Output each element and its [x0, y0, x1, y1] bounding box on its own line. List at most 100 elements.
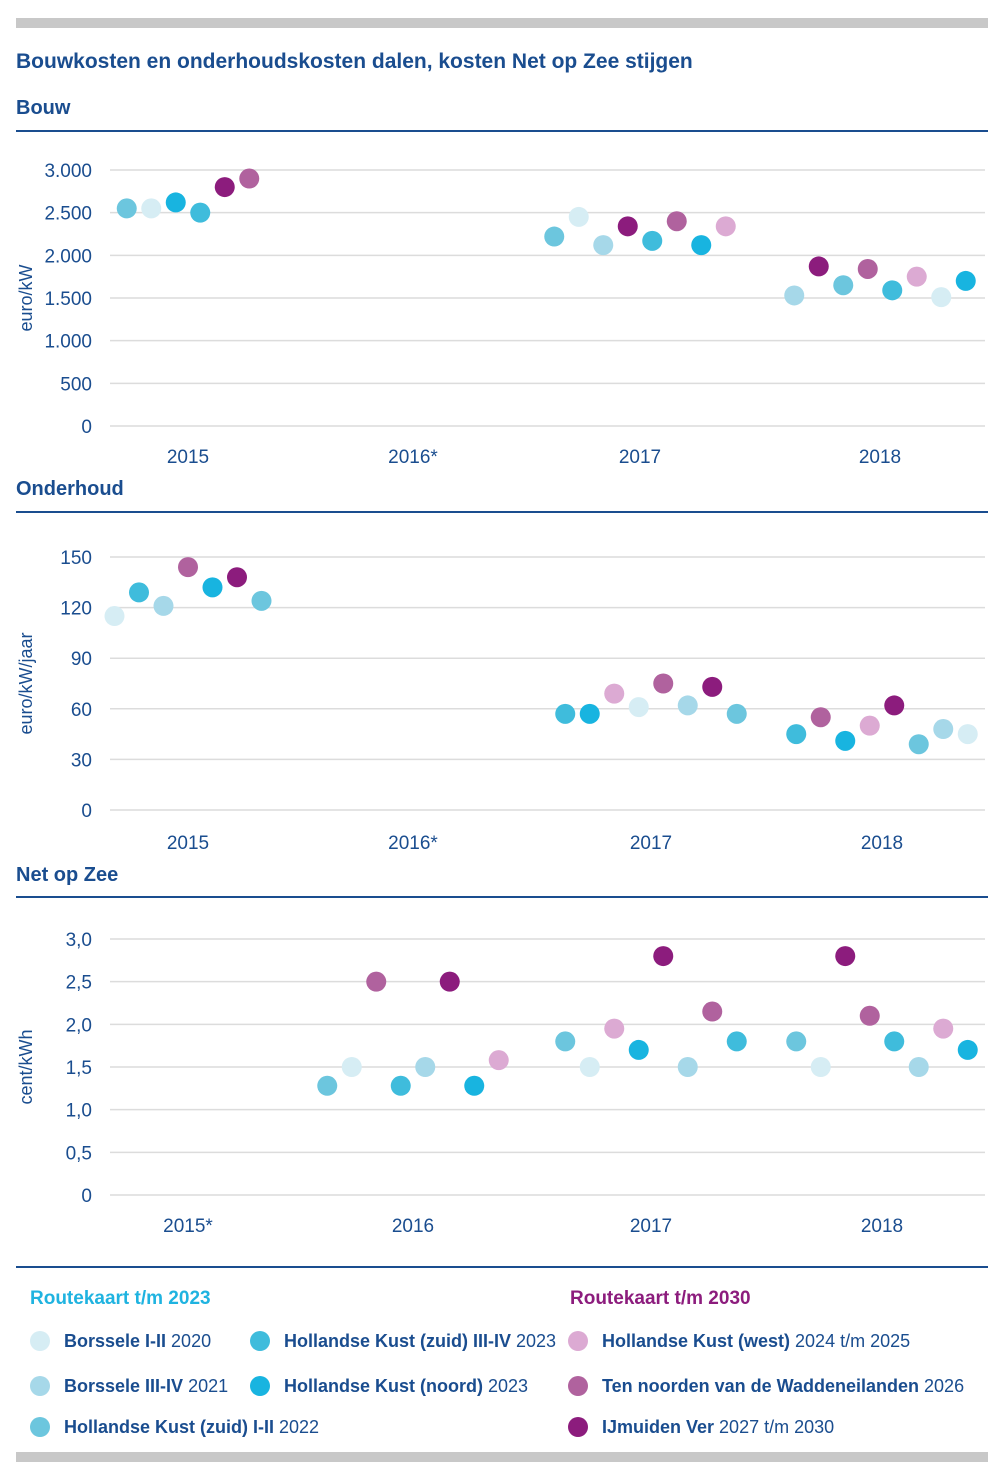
- y-tick-label: 3,0: [66, 930, 92, 951]
- data-point-borssele-1-2: [104, 606, 125, 627]
- legend-heading-2023: Routekaart t/m 2023: [30, 1288, 211, 1309]
- legend-year: 2021: [188, 1375, 229, 1396]
- data-point-hk-zuid-3-4: [882, 280, 903, 301]
- legend-item-borssele-3-4: Borssele III-IV 2021: [30, 1374, 228, 1398]
- legend-label: Ten noorden van de Waddeneilanden: [602, 1375, 920, 1396]
- data-point-borssele-1-2: [810, 1057, 831, 1077]
- data-point-hk-west: [906, 266, 927, 287]
- data-point-hk-zuid-3-4: [642, 230, 663, 251]
- data-point-hk-zuid-1-2: [251, 590, 272, 611]
- x-tick-label: 2016*: [388, 447, 438, 468]
- legend-item-hk-west: Hollandse Kust (west) 2024 t/m 2025: [568, 1329, 910, 1353]
- y-axis-label: euro/kW: [16, 264, 36, 331]
- panel-rule-onderhoud: [16, 511, 988, 513]
- data-point-ten-noorden: [653, 673, 674, 694]
- legend-heading-2030: Routekaart t/m 2030: [570, 1288, 751, 1309]
- data-point-hk-zuid-1-2: [726, 703, 747, 724]
- data-point-hk-zuid-1-2: [786, 1031, 807, 1052]
- bottom-border: [16, 1452, 988, 1462]
- data-point-hk-west: [604, 1018, 625, 1039]
- data-point-hk-zuid-1-2: [544, 226, 565, 247]
- y-tick-label: 2.000: [44, 246, 92, 267]
- data-point-hk-zuid-3-4: [786, 724, 807, 745]
- data-point-borssele-3-4: [415, 1057, 436, 1077]
- legend-item-ten-noorden: Ten noorden van de Waddeneilanden 2026: [568, 1374, 964, 1398]
- x-tick-label: 2015*: [163, 1216, 213, 1237]
- legend-label: Hollandse Kust (zuid) I-II: [64, 1416, 274, 1437]
- y-tick-label: 1,0: [66, 1101, 92, 1122]
- data-point-hk-zuid-1-2: [833, 275, 854, 296]
- legend-year: 2023: [516, 1330, 557, 1351]
- data-point-borssele-3-4: [593, 235, 614, 256]
- x-tick-label: 2015: [167, 447, 209, 468]
- panel-rule-net-op-zee: [16, 896, 988, 898]
- y-tick-label: 30: [71, 750, 92, 771]
- chart-title: Bouwkosten en onderhoudskosten dalen, ko…: [16, 50, 693, 73]
- data-point-hk-noord: [579, 703, 600, 724]
- y-tick-label: 1.000: [44, 332, 92, 353]
- data-point-borssele-3-4: [933, 719, 954, 740]
- legend-marker: [250, 1376, 270, 1396]
- data-point-hk-zuid-1-2: [116, 198, 137, 219]
- legend-label: Hollandse Kust (west): [602, 1330, 791, 1351]
- x-tick-label: 2018: [861, 1216, 903, 1237]
- x-tick-label: 2017: [630, 1216, 672, 1237]
- data-point-ijmuiden: [617, 216, 638, 237]
- legend-year: 2027 t/m 2030: [719, 1416, 835, 1437]
- data-point-ijmuiden: [884, 695, 905, 716]
- y-tick-label: 1.500: [44, 289, 92, 310]
- data-point-hk-noord: [955, 270, 976, 291]
- legend-label: Borssele I-II: [64, 1330, 167, 1351]
- legend-item-hk-zuid-1-2: Hollandse Kust (zuid) I-II 2022: [30, 1415, 319, 1439]
- y-tick-label: 0: [81, 801, 92, 822]
- data-point-ijmuiden: [214, 177, 235, 198]
- legend-item-ijmuiden: IJmuiden Ver 2027 t/m 2030: [568, 1415, 834, 1439]
- legend-label: Hollandse Kust (zuid) III-IV: [284, 1330, 512, 1351]
- legend-year: 2024 t/m 2025: [795, 1330, 911, 1351]
- data-point-borssele-1-2: [568, 206, 589, 227]
- data-point-hk-noord: [628, 1039, 649, 1060]
- legend-item-hk-zuid-3-4: Hollandse Kust (zuid) III-IV 2023: [250, 1329, 556, 1353]
- data-point-ijmuiden: [227, 567, 247, 588]
- y-tick-label: 2,5: [66, 973, 92, 994]
- panel-title-onderhoud: Onderhoud: [16, 478, 124, 500]
- data-point-borssele-3-4: [908, 1057, 929, 1077]
- legend-marker: [30, 1417, 50, 1437]
- data-point-hk-zuid-1-2: [908, 734, 929, 755]
- y-tick-label: 90: [71, 649, 92, 670]
- data-point-borssele-3-4: [784, 285, 805, 306]
- data-point-ijmuiden: [835, 946, 856, 967]
- data-point-hk-zuid-3-4: [390, 1075, 411, 1096]
- legend-marker: [250, 1331, 270, 1351]
- data-point-hk-zuid-3-4: [190, 202, 211, 223]
- panel-rule-bouw: [16, 130, 988, 132]
- legend-label: Borssele III-IV: [64, 1375, 184, 1396]
- x-tick-label: 2017: [630, 833, 672, 854]
- y-axis-label: euro/kW/jaar: [16, 632, 36, 734]
- legend-marker: [568, 1376, 588, 1396]
- x-tick-label: 2017: [619, 447, 661, 468]
- data-point-borssele-1-2: [141, 198, 162, 219]
- data-point-borssele-1-2: [628, 697, 649, 718]
- data-point-ijmuiden: [702, 676, 723, 697]
- data-point-hk-noord: [202, 577, 223, 598]
- data-point-ten-noorden: [810, 707, 831, 728]
- data-point-hk-noord: [957, 1039, 978, 1060]
- legend-label: IJmuiden Ver: [602, 1416, 715, 1437]
- data-point-borssele-3-4: [153, 595, 174, 616]
- legend-item-borssele-1-2: Borssele I-II 2020: [30, 1329, 211, 1353]
- data-point-borssele-1-2: [931, 287, 952, 308]
- y-tick-label: 60: [71, 700, 92, 721]
- x-tick-label: 2018: [859, 447, 901, 468]
- y-tick-label: 0: [81, 417, 92, 438]
- y-tick-label: 120: [60, 599, 92, 620]
- data-point-hk-zuid-3-4: [726, 1031, 747, 1052]
- legend-rule: [16, 1266, 988, 1268]
- legend-year: 2026: [924, 1375, 965, 1396]
- data-point-ijmuiden: [439, 971, 460, 992]
- data-point-hk-west: [859, 715, 880, 736]
- y-tick-label: 0: [81, 1186, 92, 1207]
- x-tick-label: 2016: [392, 1216, 434, 1237]
- data-point-hk-zuid-3-4: [555, 703, 576, 724]
- legend-marker: [30, 1331, 50, 1351]
